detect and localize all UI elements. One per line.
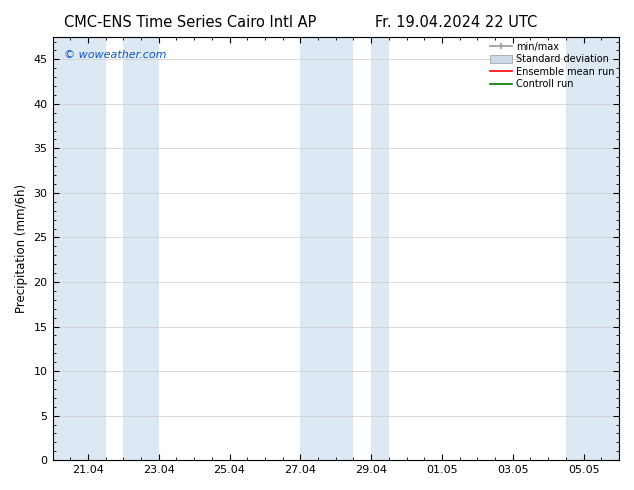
Bar xyxy=(124,37,158,460)
Text: Fr. 19.04.2024 22 UTC: Fr. 19.04.2024 22 UTC xyxy=(375,15,538,30)
Bar xyxy=(371,37,389,460)
Text: © woweather.com: © woweather.com xyxy=(64,50,166,60)
Y-axis label: Precipitation (mm/6h): Precipitation (mm/6h) xyxy=(15,184,28,313)
Bar xyxy=(53,37,106,460)
Legend: min/max, Standard deviation, Ensemble mean run, Controll run: min/max, Standard deviation, Ensemble me… xyxy=(488,40,616,91)
Text: CMC-ENS Time Series Cairo Intl AP: CMC-ENS Time Series Cairo Intl AP xyxy=(64,15,316,30)
Bar xyxy=(301,37,354,460)
Bar xyxy=(566,37,619,460)
